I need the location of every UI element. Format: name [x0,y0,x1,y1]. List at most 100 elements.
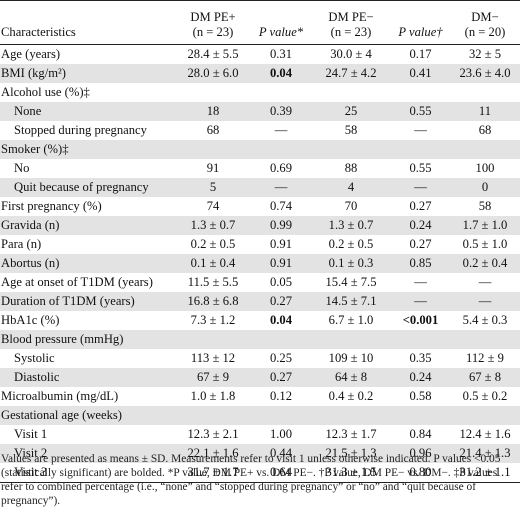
pvalue-1: 0.05 [269,275,293,289]
pvalue-1: 0.74 [269,199,293,213]
dm-pe-minus-value: 30.0 ± 4 [330,47,372,61]
pvalue-1: — [274,123,288,137]
row-label: Gestational age (weeks) [0,406,175,425]
pvalue-1 [251,83,311,102]
header-group-name: DM− [471,10,499,24]
row-label: Quit because of pregnancy [0,178,175,197]
pvalue-1: 0.91 [251,254,311,273]
row-label: Blood pressure (mmHg) [0,330,175,349]
header-group-name: DM PE− [328,10,374,24]
row-label: First pregnancy (%) [1,199,102,213]
dm-minus-value: — [478,275,492,289]
row-label: Para (n) [1,237,42,251]
dm-minus-value: 68 [478,123,492,137]
dm-pe-minus-value: 21.5 ± 1.3 [311,444,391,463]
dm-pe-plus-value: 0.2 ± 0.5 [190,237,236,251]
table-header: Characteristics DM PE+ (n = 23) P value*… [0,0,520,45]
pvalue-2: 0.27 [409,199,432,213]
pvalue-1 [251,330,311,349]
pvalue-2 [391,83,450,102]
dm-pe-plus-value: 31.7 ± 1.7 [175,463,251,483]
row-label: Visit 2 [0,444,175,463]
table-row: Visit 3 31.7 ± 1.7 0.64 31.3 ± 1.5 0.80 31.2 … [0,463,520,483]
pvalue-2: 0.17 [409,47,432,61]
table-row: HbA1c (%) 7.3 ± 1.2 0.04 6.7 ± 1.0 <0.001 5.4… [0,311,520,330]
pvalue-2: 0.85 [391,254,450,273]
dm-pe-minus-value: 31.3 ± 1.5 [311,463,391,483]
dm-minus-value: 67 ± 8 [450,368,520,387]
header-characteristics: Characteristics [1,25,76,39]
table-body: Age (years) 28.4 ± 5.5 0.31 30.0 ± 4 0.17 32 … [0,45,520,483]
pvalue-2: — [391,292,450,311]
header-group-n: (n = 23) [330,25,372,39]
pvalue-2 [391,406,450,425]
dm-pe-minus-value [311,406,391,425]
dm-minus-value: 21.4 ± 1.3 [450,444,520,463]
dm-minus-value: 0.5 ± 0.2 [462,389,508,403]
dm-minus-value: 0.2 ± 0.4 [450,254,520,273]
pvalue-2 [391,140,450,159]
dm-pe-plus-value: 28.4 ± 5.5 [187,47,239,61]
pvalue-2: — [414,275,427,289]
dm-pe-plus-value: 91 [206,161,220,175]
pvalue-1: 0.69 [269,161,293,175]
dm-pe-plus-value: 5 [175,178,251,197]
dm-minus-value: 31.2 ± 1.1 [450,463,520,483]
dm-minus-value: 1.7 ± 1.0 [450,216,520,235]
row-label: No [14,161,30,175]
dm-minus-value: 11 [450,102,520,121]
row-label: Visit 3 [0,463,175,483]
dm-pe-plus-value [175,83,251,102]
row-label: Microalbumin (mg/dL) [1,389,119,403]
dm-pe-plus-value: 7.3 ± 1.2 [190,313,236,327]
header-group-dm-minus: DM− (n = 20) [450,1,520,45]
pvalue-2: — [414,123,427,137]
row-label: Visit 1 [14,427,48,441]
dm-pe-minus-value: 6.7 ± 1.0 [328,313,374,327]
pvalue-1: 0.99 [251,216,311,235]
pvalue-1: 0.91 [269,237,293,251]
row-label: Systolic [14,351,55,365]
pvalue-2: 0.35 [409,351,432,365]
dm-minus-value: 32 ± 5 [468,47,502,61]
dm-minus-value: 23.6 ± 4.0 [450,64,520,83]
dm-pe-minus-value: 0.4 ± 0.2 [328,389,374,403]
table-row: Systolic 113 ± 12 0.25 109 ± 10 0.35 112 ± 9 [0,349,520,368]
header-pvalue-2: P value† [398,25,443,39]
dm-pe-minus-value [311,330,391,349]
dm-minus-value: 5.4 ± 0.3 [462,313,508,327]
pvalue-1 [251,406,311,425]
dm-pe-minus-value: 24.7 ± 4.2 [311,64,391,83]
dm-pe-plus-value: 0.1 ± 0.4 [175,254,251,273]
pvalue-2: 0.27 [409,237,432,251]
dm-pe-minus-value: 14.5 ± 7.1 [311,292,391,311]
pvalue-1: 0.04 [269,313,293,327]
header-group-n: (n = 20) [464,25,506,39]
table-row: Smoker (%)‡ [0,140,520,159]
table-row: Microalbumin (mg/dL) 1.0 ± 1.8 0.12 0.4 ± 0… [0,387,520,406]
dm-minus-value [450,83,520,102]
dm-pe-plus-value [175,140,251,159]
table-row: No 91 0.69 88 0.55 100 [0,159,520,178]
row-label: BMI (kg/m²) [0,64,175,83]
pvalue-1: 0.39 [251,102,311,121]
dm-pe-plus-value: 113 ± 12 [190,351,236,365]
table-row: Stopped during pregnancy 68 — 58 — 68 [0,121,520,140]
row-label: Abortus (n) [0,254,175,273]
dm-pe-minus-value: 1.3 ± 0.7 [311,216,391,235]
row-label: Alcohol use (%)‡ [1,85,90,99]
table-row: Duration of T1DM (years) 16.8 ± 6.8 0.27 14… [0,292,520,311]
pvalue-1: 0.31 [269,47,293,61]
dm-pe-plus-value: 74 [206,199,220,213]
dm-pe-minus-value: 70 [344,199,358,213]
pvalue-1: 0.04 [251,64,311,83]
pvalue-2: 0.80 [391,463,450,483]
dm-pe-minus-value: 25 [311,102,391,121]
header-group-n: (n = 23) [192,25,234,39]
pvalue-1: 1.00 [269,427,293,441]
pvalue-2: 0.58 [409,389,432,403]
pvalue-1 [251,140,311,159]
dm-pe-plus-value: 22.1 ± 1.6 [175,444,251,463]
dm-minus-value: — [450,292,520,311]
dm-minus-value: 0.5 ± 1.0 [462,237,508,251]
